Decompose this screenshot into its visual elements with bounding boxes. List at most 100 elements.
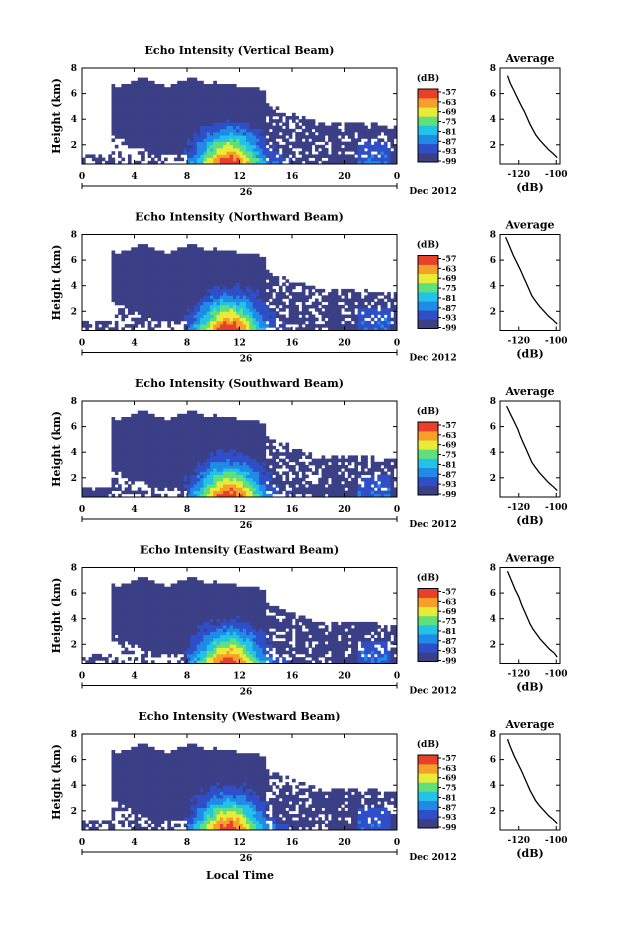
colorbar-swatch — [418, 152, 438, 163]
heatmap-cell — [308, 292, 313, 296]
heatmap-cell — [232, 311, 237, 315]
heatmap-cell — [200, 132, 204, 136]
heatmap-cell — [131, 253, 135, 258]
heatmap-cell — [288, 292, 293, 296]
heatmap-cell — [173, 272, 178, 277]
heatmap-cell — [170, 141, 175, 146]
heatmap-cell — [364, 465, 368, 469]
heatmap-cell — [298, 490, 303, 495]
heatmap-cell — [203, 279, 208, 283]
heatmap-cell — [341, 154, 345, 158]
heatmap-cell — [85, 660, 89, 664]
heatmap-cell — [242, 285, 247, 290]
heatmap-cell — [147, 116, 152, 120]
heatmap-cell — [387, 320, 391, 325]
heatmap-cell — [196, 320, 201, 325]
heatmap-cell — [118, 612, 122, 616]
heatmap-cell — [259, 263, 263, 267]
heatmap-cell — [137, 260, 142, 264]
heatmap-cell — [246, 461, 250, 466]
heatmap-cell — [390, 138, 395, 142]
heatmap-cell — [259, 282, 263, 287]
heatmap-cell — [347, 474, 352, 479]
heatmap-cell — [229, 320, 234, 325]
heatmap-cell — [364, 125, 368, 130]
heatmap-cell — [144, 135, 149, 139]
heatmap-cell — [193, 445, 198, 450]
heatmap-cell — [203, 442, 208, 447]
heatmap-cell — [160, 429, 165, 434]
heatmap-cell — [150, 128, 155, 133]
heatmap-cell — [242, 288, 247, 293]
heatmap-cell — [272, 439, 276, 443]
heatmap-cell — [269, 461, 273, 466]
heatmap-cell — [124, 128, 129, 133]
heatmap-cell — [203, 301, 208, 306]
heatmap-cell — [154, 471, 158, 475]
heatmap-cell — [223, 144, 227, 149]
heatmap-cell — [183, 106, 188, 110]
heatmap-cell — [255, 465, 260, 469]
heatmap-cell — [255, 132, 260, 136]
heatmap-cell — [131, 116, 135, 120]
heatmap-cell — [334, 455, 339, 459]
heatmap-cell — [114, 461, 119, 466]
heatmap-cell — [114, 144, 119, 149]
heatmap-cell — [301, 311, 306, 315]
heatmap-cell — [370, 304, 375, 309]
heatmap-cell — [118, 122, 122, 126]
heatmap-cell — [150, 471, 155, 475]
heatmap-cell — [196, 247, 201, 251]
heatmap-cell — [137, 317, 142, 322]
heatmap-cell — [167, 144, 171, 149]
heatmap-cell — [232, 154, 237, 158]
heatmap-cell — [265, 272, 270, 277]
heatmap-cell — [242, 436, 247, 440]
heatmap-cell — [262, 429, 267, 434]
heatmap-cell — [134, 301, 139, 306]
heatmap-cell — [236, 468, 240, 472]
heatmap-cell — [157, 417, 162, 421]
heatmap-cell — [232, 320, 237, 325]
heatmap-cell — [314, 471, 319, 475]
heatmap-cell — [328, 490, 332, 495]
heatmap-cell — [183, 474, 188, 479]
heatmap-cell — [265, 141, 270, 146]
heatmap-cell — [364, 461, 368, 466]
heatmap-cell — [226, 276, 231, 280]
x-tick-label: 0 — [79, 172, 85, 182]
heatmap-cell — [173, 103, 178, 107]
heatmap-cell — [111, 103, 116, 107]
heatmap-cell — [177, 157, 181, 162]
heatmap-cell — [114, 272, 119, 277]
heatmap-cell — [118, 311, 122, 315]
heatmap-cell — [196, 487, 201, 491]
heatmap-cell — [167, 311, 171, 315]
heatmap-cell — [154, 106, 158, 110]
heatmap-cell — [203, 481, 208, 485]
heatmap-cell — [242, 471, 247, 475]
heatmap-cell — [321, 160, 326, 165]
heatmap-cell — [154, 461, 158, 466]
heatmap-cell — [269, 144, 273, 149]
heatmap-cell — [141, 80, 145, 85]
heatmap-cell — [232, 292, 237, 296]
heatmap-cell — [288, 314, 293, 319]
heatmap-cell — [232, 455, 237, 459]
heatmap-cell — [295, 292, 299, 296]
heatmap-cell — [380, 160, 385, 165]
heatmap-cell — [236, 311, 240, 315]
heatmap-cell — [187, 320, 191, 325]
heatmap-cell — [196, 452, 201, 456]
heatmap-cell — [127, 468, 132, 472]
heatmap-cell — [121, 327, 126, 331]
heatmap-cell — [295, 311, 299, 315]
heatmap-cell — [190, 260, 194, 264]
heatmap-cell — [246, 160, 250, 165]
heatmap-cell — [246, 122, 250, 126]
colorbar-frame — [417, 421, 439, 496]
heatmap-cell — [216, 253, 221, 258]
heatmap-cell — [203, 477, 208, 482]
heatmap-cell — [206, 148, 211, 152]
heatmap-cell — [121, 490, 126, 495]
